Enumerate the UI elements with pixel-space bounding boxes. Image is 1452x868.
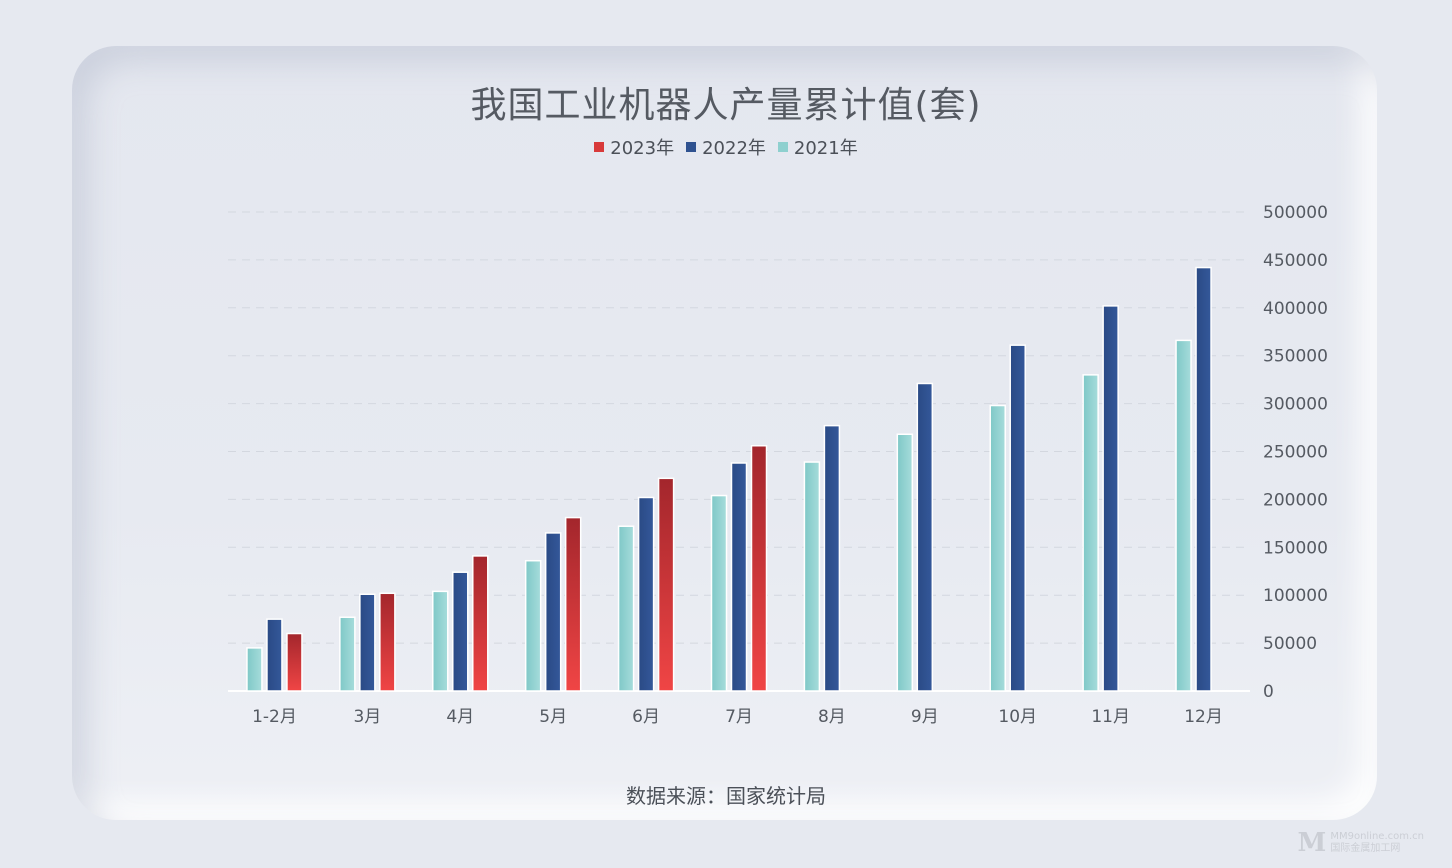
bar-2022-7[interactable] xyxy=(916,382,934,692)
x-tick-label: 9月 xyxy=(911,707,939,727)
bar-2022-3[interactable] xyxy=(544,532,562,692)
bar-2021-5[interactable] xyxy=(710,494,728,692)
legend-item-2021[interactable]: 2021年 xyxy=(777,134,858,160)
bar-2022-9[interactable] xyxy=(1102,305,1119,692)
legend-swatch-2021 xyxy=(777,142,788,152)
bar-2023-5[interactable] xyxy=(750,445,768,692)
x-tick-label: 12月 xyxy=(1184,707,1223,727)
x-tick-label: 4月 xyxy=(446,707,474,727)
x-tick-label: 8月 xyxy=(818,707,846,727)
bar-2021-3[interactable] xyxy=(524,559,542,692)
bar-2021-2[interactable] xyxy=(432,590,449,692)
y-tick-label: 400000 xyxy=(1263,299,1328,319)
y-tick-label: 150000 xyxy=(1263,538,1328,558)
legend-swatch-2023 xyxy=(594,142,605,152)
bar-2022-5[interactable] xyxy=(730,462,748,692)
bar-2023-3[interactable] xyxy=(564,516,582,692)
y-tick-label: 0 xyxy=(1263,682,1274,702)
bar-2022-4[interactable] xyxy=(637,496,655,692)
y-tick-label: 50000 xyxy=(1263,634,1317,654)
watermark: M MM9online.com.cn 国际金属加工网 xyxy=(1298,828,1424,858)
bar-2021-4[interactable] xyxy=(617,525,635,692)
watermark-url: MM9online.com.cn xyxy=(1330,831,1424,842)
x-tick-label: 6月 xyxy=(632,707,660,727)
bar-2023-2[interactable] xyxy=(472,555,489,692)
y-tick-label: 200000 xyxy=(1263,490,1328,510)
bar-2023-4[interactable] xyxy=(657,477,675,692)
y-tick-label: 100000 xyxy=(1263,586,1328,606)
watermark-text: MM9online.com.cn 国际金属加工网 xyxy=(1330,831,1424,855)
legend-swatch-2022 xyxy=(686,142,697,152)
bar-2022-2[interactable] xyxy=(452,571,469,692)
legend-item-2023[interactable]: 2023年 xyxy=(594,134,674,160)
watermark-logo: M xyxy=(1297,828,1327,858)
watermark-site-name: 国际金属加工网 xyxy=(1330,843,1401,854)
x-tick-label: 10月 xyxy=(998,707,1037,727)
x-tick-label: 5月 xyxy=(539,707,567,727)
legend-label-2022: 2022年 xyxy=(702,138,766,159)
legend-item-2022[interactable]: 2022年 xyxy=(686,134,766,160)
x-tick-label: 1-2月 xyxy=(252,707,297,727)
bar-2022-10[interactable] xyxy=(1195,266,1212,692)
bar-2021-6[interactable] xyxy=(803,461,821,692)
y-tick-label: 300000 xyxy=(1263,395,1328,415)
bar-2021-7[interactable] xyxy=(896,433,914,692)
bar-2021-0[interactable] xyxy=(246,647,263,692)
bar-2022-0[interactable] xyxy=(266,618,283,692)
bar-2021-9[interactable] xyxy=(1082,374,1099,692)
bar-2022-8[interactable] xyxy=(1009,344,1026,692)
bar-2021-8[interactable] xyxy=(989,404,1006,692)
chart-title: 我国工业机器人产量累计值(套) xyxy=(470,85,982,126)
x-tick-label: 11月 xyxy=(1091,707,1130,727)
bar-2022-1[interactable] xyxy=(359,593,376,692)
x-tick-label: 3月 xyxy=(353,707,381,727)
y-tick-label: 250000 xyxy=(1263,443,1328,463)
y-tick-label: 450000 xyxy=(1263,251,1328,271)
chart-legend: 2023年 2022年 2021年 xyxy=(0,134,1452,160)
y-tick-label: 350000 xyxy=(1263,347,1328,367)
x-tick-label: 7月 xyxy=(725,707,753,727)
bar-2021-10[interactable] xyxy=(1175,339,1192,692)
bar-2022-6[interactable] xyxy=(823,424,841,692)
legend-label-2023: 2023年 xyxy=(610,138,675,159)
y-tick-label: 500000 xyxy=(1263,203,1328,223)
legend-label-2021: 2021年 xyxy=(793,138,858,159)
bar-2023-1[interactable] xyxy=(379,592,396,692)
data-source: 数据来源：国家统计局 xyxy=(626,784,826,808)
bar-2021-1[interactable] xyxy=(339,616,356,692)
bar-2023-0[interactable] xyxy=(286,632,303,692)
